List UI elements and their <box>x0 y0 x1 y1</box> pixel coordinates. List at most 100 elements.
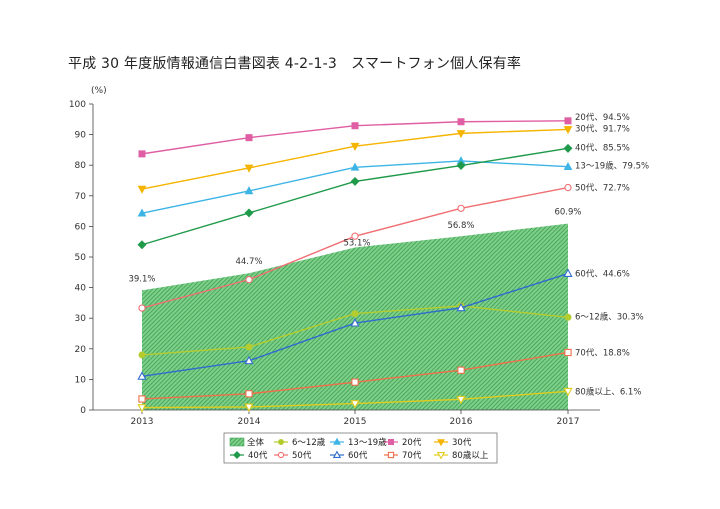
y-tick-label: 60 <box>75 222 87 232</box>
legend-label: 30代 <box>452 437 472 448</box>
series-3-point <box>244 164 254 173</box>
legend-swatch-marker <box>437 439 445 447</box>
x-tick-label: 2015 <box>344 417 367 427</box>
series-2-point <box>564 117 572 125</box>
series-3-group <box>137 126 573 194</box>
series-1-group <box>137 156 573 217</box>
total-value-label: 60.9% <box>554 208 581 218</box>
series-6-point <box>350 318 360 327</box>
series-8-point <box>137 404 147 413</box>
series-4-group <box>137 143 573 250</box>
chart-title: 平成 30 年度版情報通信白書図表 4-2-1-3 スマートフォン個人保有率 <box>68 56 522 72</box>
series-0-point <box>245 343 253 351</box>
legend-label: 20代 <box>402 437 422 448</box>
series-7-point <box>138 395 146 403</box>
series-6-point <box>563 268 573 277</box>
x-tick-label: 2016 <box>450 417 473 427</box>
series-5-point <box>564 183 572 192</box>
series-8-end-label: 80歳以上、6.1% <box>575 386 641 397</box>
y-tick-label: 90 <box>75 131 87 141</box>
legend-swatch-marker <box>387 451 395 459</box>
series-7-end-label: 70代、18.8% <box>575 347 630 358</box>
legend-swatch-marker <box>333 437 341 445</box>
series-8-point <box>456 395 466 405</box>
legend-label: 60代 <box>348 450 368 461</box>
x-tick-label: 2014 <box>238 417 261 427</box>
total-value-label: 44.7% <box>235 257 262 267</box>
series-5-point <box>351 232 359 240</box>
series-2-group <box>138 117 572 158</box>
legend-label: 13～19歳 <box>348 437 387 448</box>
legend-swatch-marker <box>233 451 241 459</box>
series-4-point <box>244 208 254 218</box>
legend-label: 40代 <box>248 450 268 461</box>
legend-box <box>223 432 498 464</box>
y-tick-label: 50 <box>75 253 87 263</box>
series-6-group <box>137 268 573 380</box>
y-tick-label: 80 <box>75 161 87 171</box>
series-6-point <box>456 302 466 312</box>
series-4-point <box>456 161 466 170</box>
total-value-label: 39.1% <box>128 274 155 284</box>
y-tick-label: 100 <box>69 100 86 110</box>
legend-swatch-marker <box>332 450 342 458</box>
series-6-point <box>137 371 147 380</box>
y-tick-label: 70 <box>75 192 87 202</box>
series-2-point <box>457 118 465 126</box>
series-8-point <box>563 387 573 397</box>
legend-label: 6～12歳 <box>292 437 326 448</box>
series-6-end-label: 60代、44.6% <box>575 269 630 280</box>
series-2-point <box>138 150 146 158</box>
y-tick-label: 30 <box>75 314 87 324</box>
series-7-group <box>138 348 572 403</box>
legend-total-label: 全体 <box>247 437 265 448</box>
legend-label: 50代 <box>292 450 312 461</box>
series-1-point <box>137 208 147 217</box>
series-7-point <box>351 378 359 386</box>
legend-swatch-marker <box>436 452 446 460</box>
x-tick-label: 2017 <box>557 417 580 427</box>
series-0-group <box>138 302 572 359</box>
y-axis-unit: (%) <box>91 86 107 96</box>
series-1-end-label: 13～19歳、79.5% <box>575 161 649 172</box>
series-4-point <box>563 143 573 153</box>
series-8-point <box>244 403 254 412</box>
series-8-group <box>137 387 573 413</box>
legend-swatch-marker <box>277 451 285 459</box>
series-5-end-label: 50代、72.7% <box>575 183 630 194</box>
series-8-point <box>350 400 360 409</box>
series-1-point <box>244 186 254 195</box>
total-value-label: 56.8% <box>447 221 474 231</box>
series-3-point <box>563 126 573 135</box>
series-3-point <box>350 142 360 151</box>
series-4-end-label: 40代、85.5% <box>575 142 630 153</box>
series-7-point <box>245 390 253 398</box>
series-5-point <box>457 204 465 212</box>
series-3-point <box>456 130 466 139</box>
legend-swatch-marker <box>387 438 394 445</box>
series-0-point <box>564 313 572 321</box>
series-2-point <box>351 122 359 130</box>
series-1-point <box>350 162 360 171</box>
series-0-end-label: 6～12歳、30.3% <box>575 311 644 322</box>
series-7-point <box>564 348 572 357</box>
series-0-point <box>138 351 146 359</box>
legend-total-swatch <box>229 437 245 447</box>
series-5-group <box>138 183 572 312</box>
total-value-label: 53.1% <box>343 239 370 249</box>
series-4-point <box>137 240 147 250</box>
y-tick-label: 40 <box>75 284 87 294</box>
series-1-point <box>563 161 573 171</box>
series-2-end-label: 20代、94.5% <box>575 112 630 123</box>
series-3-end-label: 30代、91.7% <box>575 123 630 134</box>
legend-label: 80歳以上 <box>452 450 489 461</box>
x-tick-label: 2013 <box>131 417 154 427</box>
series-4-point <box>350 176 360 186</box>
series-6-point <box>244 355 254 365</box>
y-tick-label: 0 <box>80 406 86 416</box>
series-7-point <box>457 366 465 374</box>
series-5-point <box>245 275 253 284</box>
y-tick-label: 20 <box>75 345 87 355</box>
series-5-point <box>138 304 146 312</box>
